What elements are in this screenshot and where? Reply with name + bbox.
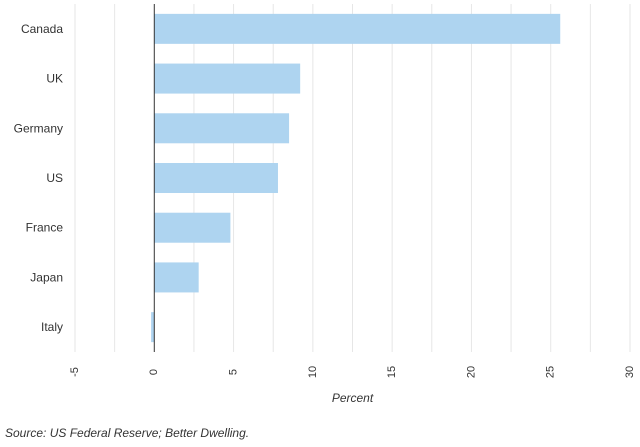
x-tick-label: 30 [624,366,636,378]
category-labels: Canada UK Germany US France Japan Italy [14,22,64,334]
bar-us [154,163,278,193]
category-label: UK [46,72,63,86]
x-tick-label: 20 [465,366,477,378]
x-tick-labels: -5 0 5 10 15 20 25 30 [69,366,636,378]
x-axis-title: Percent [332,391,374,405]
bars [151,13,561,343]
bar-japan [154,262,199,293]
source-note: Source: US Federal Reserve; Better Dwell… [5,426,250,440]
x-tick-label: 25 [545,366,557,378]
x-tick-label: 0 [148,369,160,375]
x-tick-label: 15 [386,366,398,378]
category-label: US [46,171,63,185]
category-label: Germany [14,121,63,135]
category-label: Japan [30,270,63,284]
x-tick-label: -5 [69,367,81,377]
category-label: France [26,221,64,235]
x-tick-label: 5 [227,369,239,375]
x-tick-label: 10 [307,366,319,378]
bar-germany [154,113,290,144]
category-label: Canada [21,22,63,36]
bar-france [154,212,231,243]
bar-uk [154,63,301,94]
bar-italy [151,312,155,343]
category-label: Italy [41,320,63,334]
bar-canada [154,13,561,44]
